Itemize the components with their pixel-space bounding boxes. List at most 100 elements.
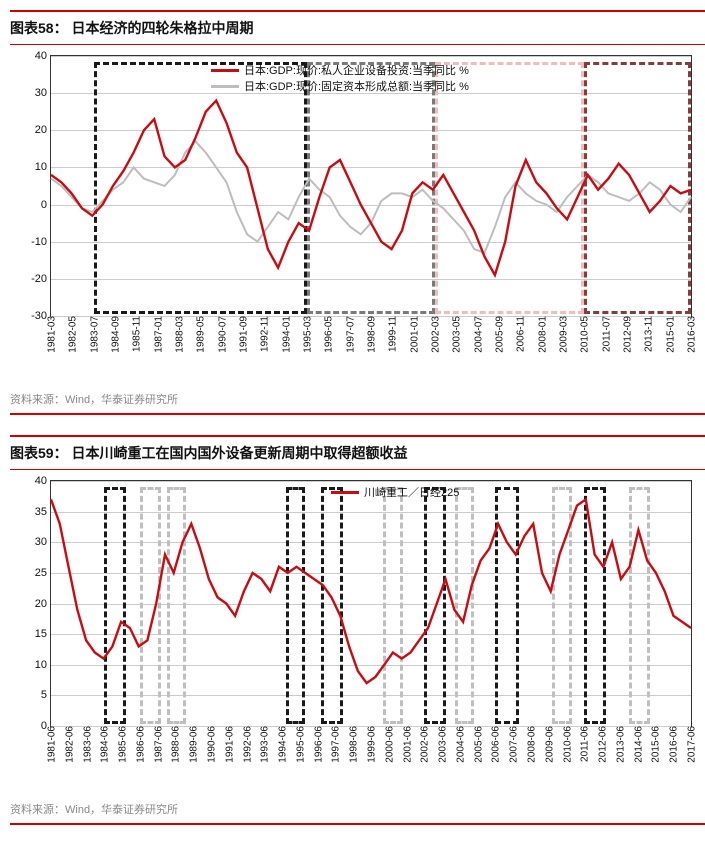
x-tick: 1981-03 (45, 316, 58, 353)
x-tick: 2008-06 (525, 726, 538, 763)
y-tick: -10 (31, 236, 51, 248)
x-tick: 2004-07 (471, 316, 484, 353)
x-tick: 1994-01 (279, 316, 292, 353)
x-tick: 1998-06 (347, 726, 360, 763)
y-tick: 0 (41, 199, 51, 211)
x-tick: 1996-05 (322, 316, 335, 353)
legend-swatch (211, 69, 239, 72)
y-tick: 40 (35, 475, 51, 487)
chart-title: 图表59： 日本川崎重工在国内国外设备更新周期中取得超额收益 (10, 435, 705, 470)
x-tick: 1982-05 (66, 316, 79, 353)
x-tick: 2005-06 (471, 726, 484, 763)
x-tick: 1983-06 (80, 726, 93, 763)
source-text: 资料来源：Wind，华泰证券研究所 (10, 795, 705, 825)
y-tick: 20 (35, 598, 51, 610)
x-tick: 1986-06 (133, 726, 146, 763)
x-tick: 2014-06 (631, 726, 644, 763)
x-tick: 2009-06 (542, 726, 555, 763)
x-tick: 2002-06 (418, 726, 431, 763)
y-tick: 35 (35, 506, 51, 518)
y-tick: 30 (35, 536, 51, 548)
x-tick: 2004-06 (453, 726, 466, 763)
chart-title: 图表58： 日本经济的四轮朱格拉中周期 (10, 10, 705, 45)
y-tick: 5 (41, 689, 51, 701)
title-prefix: 图表59： (10, 445, 68, 461)
x-tick: 2010-05 (578, 316, 591, 353)
x-tick: 1985-06 (116, 726, 129, 763)
x-tick: 1991-06 (222, 726, 235, 763)
x-tick: 1996-06 (311, 726, 324, 763)
title-prefix: 图表58： (10, 20, 68, 36)
x-tick: 1988-06 (169, 726, 182, 763)
series-line (51, 141, 691, 253)
y-tick: 15 (35, 628, 51, 640)
x-tick: 2013-11 (642, 316, 655, 352)
x-tick: 2009-03 (557, 316, 570, 353)
x-tick: 1984-09 (109, 316, 122, 353)
x-tick: 1981-06 (45, 726, 58, 763)
x-tick: 2013-06 (613, 726, 626, 763)
x-tick: 2017-06 (685, 726, 698, 763)
x-tick: 1995-06 (293, 726, 306, 763)
y-tick: 20 (35, 124, 51, 136)
x-tick: 2000-06 (382, 726, 395, 763)
series-line (51, 101, 691, 276)
legend-label: 日本:GDP:现价:固定资本形成总额:当季同比 % (244, 78, 469, 94)
x-tick: 2001-06 (400, 726, 413, 763)
x-tick: 1982-06 (62, 726, 75, 763)
x-tick: 1999-06 (365, 726, 378, 763)
x-tick: 2006-06 (489, 726, 502, 763)
x-tick: 2003-06 (436, 726, 449, 763)
y-tick: -20 (31, 273, 51, 285)
x-tick: 1990-07 (215, 316, 228, 353)
x-tick: 2010-06 (560, 726, 573, 763)
legend-swatch (211, 85, 239, 88)
y-tick: 10 (35, 659, 51, 671)
x-tick: 2001-01 (407, 316, 420, 353)
legend: 川崎重工／日经225 (331, 484, 459, 500)
x-tick: 2011-07 (599, 316, 612, 352)
y-tick: 10 (35, 161, 51, 173)
x-tick: 1999-11 (386, 316, 399, 352)
x-tick: 1989-05 (194, 316, 207, 353)
x-tick: 1997-07 (343, 316, 356, 353)
y-tick: 30 (35, 87, 51, 99)
x-tick: 1997-06 (329, 726, 342, 763)
x-tick: 1984-06 (98, 726, 111, 763)
x-tick: 2006-11 (514, 316, 527, 352)
x-tick: 2003-05 (450, 316, 463, 353)
x-tick: 2015-06 (649, 726, 662, 763)
source-text: 资料来源：Wind，华泰证券研究所 (10, 385, 705, 415)
x-tick: 1989-06 (187, 726, 200, 763)
x-tick: 2008-01 (535, 316, 548, 353)
legend-label: 川崎重工／日经225 (364, 484, 459, 500)
plot-area: -30-20-100102030401981-031982-051983-071… (50, 55, 692, 317)
legend-swatch (331, 491, 359, 494)
x-tick: 2012-06 (596, 726, 609, 763)
x-tick: 1991-09 (237, 316, 250, 353)
x-tick: 1992-06 (240, 726, 253, 763)
x-tick: 2012-09 (621, 316, 634, 353)
legend-label: 日本:GDP:现价:私人企业设备投资:当季同比 % (244, 62, 469, 78)
y-tick: 40 (35, 50, 51, 62)
legend: 日本:GDP:现价:私人企业设备投资:当季同比 %日本:GDP:现价:固定资本形… (211, 62, 469, 94)
x-tick: 1992-11 (258, 316, 271, 352)
x-tick: 1983-07 (87, 316, 100, 353)
x-tick: 2005-09 (493, 316, 506, 353)
x-tick: 1987-01 (151, 316, 164, 353)
x-tick: 2011-06 (578, 726, 591, 762)
x-tick: 1993-06 (258, 726, 271, 763)
x-tick: 1988-03 (173, 316, 186, 353)
plot-area: 05101520253035401981-061982-061983-06198… (50, 480, 692, 727)
x-tick: 1985-11 (130, 316, 143, 352)
x-tick: 2015-01 (663, 316, 676, 353)
x-tick: 1990-06 (205, 726, 218, 763)
x-tick: 2007-06 (507, 726, 520, 763)
y-tick: 25 (35, 567, 51, 579)
x-tick: 1994-06 (276, 726, 289, 763)
x-tick: 1987-06 (151, 726, 164, 763)
x-tick: 1995-03 (301, 316, 314, 353)
x-tick: 2016-06 (667, 726, 680, 763)
x-tick: 2002-03 (429, 316, 442, 353)
title-text: 日本经济的四轮朱格拉中周期 (71, 20, 253, 36)
